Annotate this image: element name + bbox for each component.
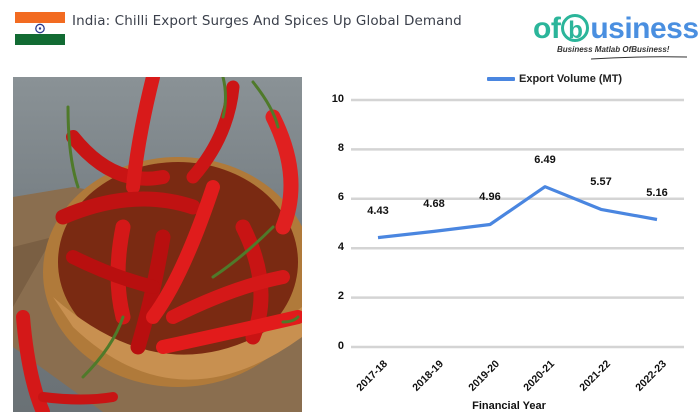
logo-usiness: usiness bbox=[590, 12, 698, 45]
legend-line-swatch bbox=[487, 77, 515, 81]
logo-tagline: Business Matlab OfBusiness! bbox=[557, 45, 670, 54]
chart-plot-area bbox=[351, 98, 684, 349]
y-tick-4: 4 bbox=[337, 241, 344, 253]
logo-of: of bbox=[533, 12, 561, 45]
data-label: 5.57 bbox=[590, 176, 612, 189]
ashoka-chakra-icon bbox=[35, 23, 45, 34]
logo-wordmark: of b usiness bbox=[533, 12, 698, 46]
export-volume-line bbox=[377, 185, 658, 240]
data-label: 4.96 bbox=[479, 191, 501, 204]
y-tick-10: 10 bbox=[331, 93, 344, 105]
data-label: 5.16 bbox=[646, 186, 668, 199]
logo-swoosh-icon bbox=[591, 56, 687, 60]
data-label: 4.43 bbox=[367, 204, 389, 217]
gridlines bbox=[351, 98, 684, 349]
chart-legend: Export Volume (MT) bbox=[487, 73, 622, 85]
ofbusiness-logo: of b usiness Business Matlab OfBusiness! bbox=[533, 12, 698, 62]
data-label: 6.49 bbox=[534, 153, 556, 166]
x-axis-title: Financial Year bbox=[472, 400, 546, 412]
logo-b: b bbox=[561, 14, 590, 44]
y-tick-2: 2 bbox=[337, 290, 344, 302]
legend-label: Export Volume (MT) bbox=[519, 73, 623, 85]
export-volume-chart: Export Volume (MT) 10 8 6 4 2 0 4.43 4.6… bbox=[320, 60, 698, 420]
page-title: India: Chilli Export Surges And Spices U… bbox=[72, 13, 462, 29]
chilli-basket-photo bbox=[13, 77, 302, 412]
y-tick-6: 6 bbox=[337, 191, 344, 203]
chilli-photo-illustration bbox=[13, 77, 302, 412]
india-flag-icon bbox=[15, 12, 65, 45]
y-tick-0: 0 bbox=[337, 340, 344, 352]
y-tick-8: 8 bbox=[337, 142, 344, 154]
data-label: 4.68 bbox=[423, 198, 445, 211]
